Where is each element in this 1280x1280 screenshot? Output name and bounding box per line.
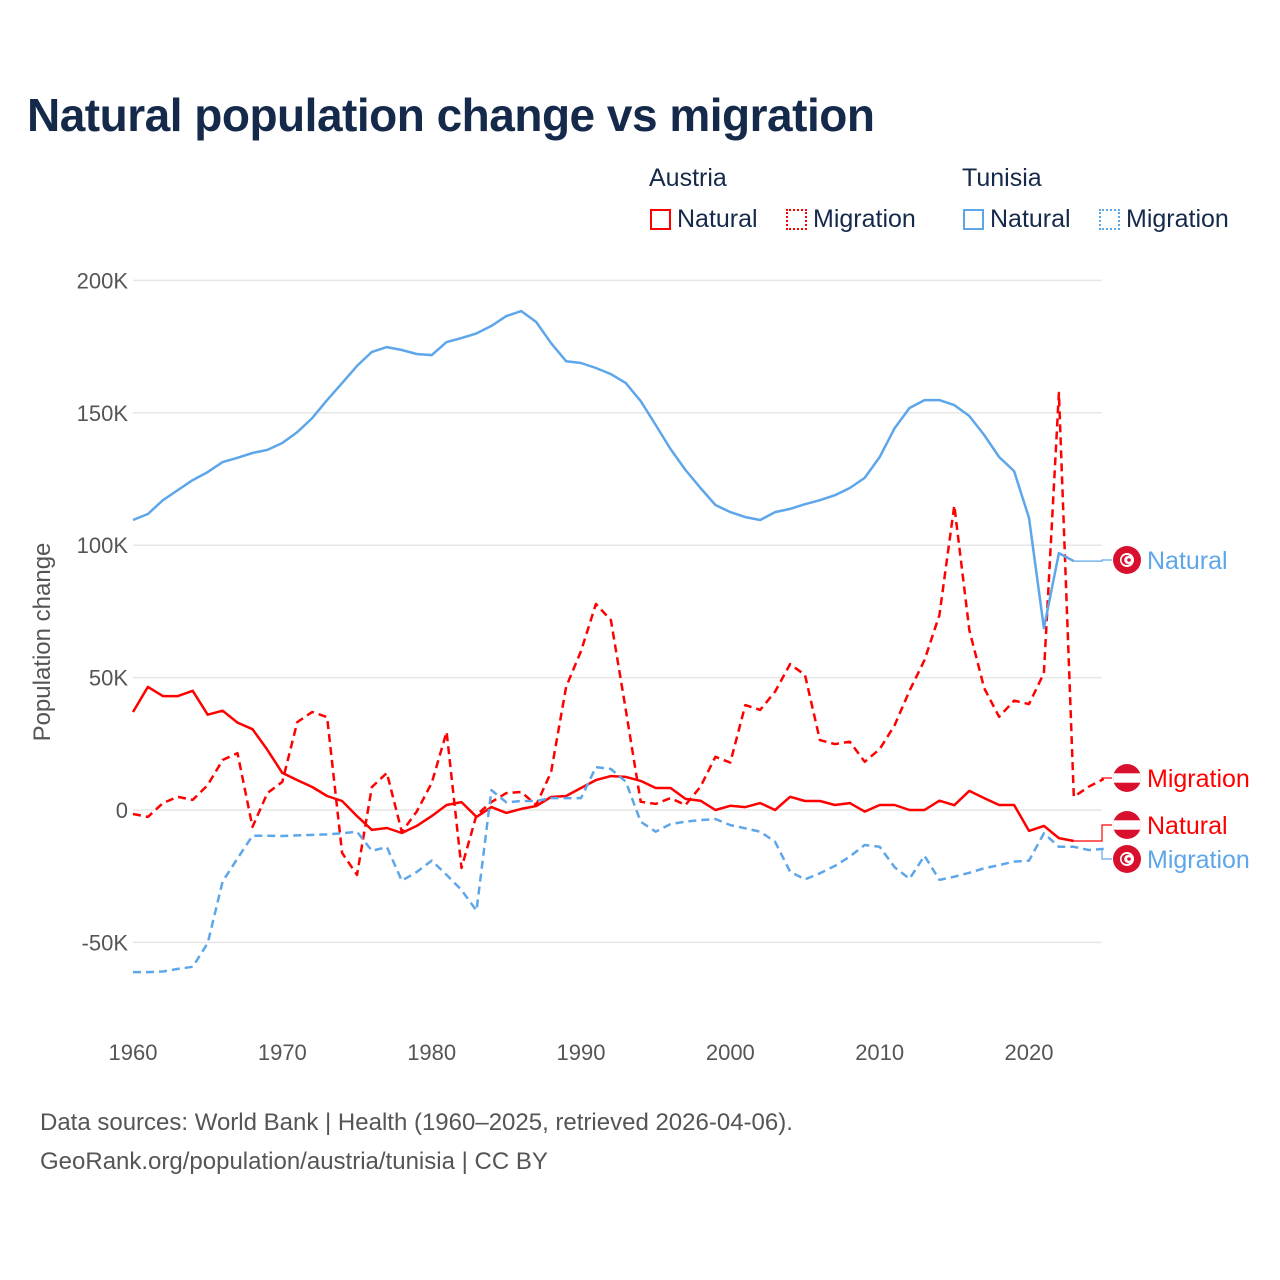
label-connector (1101, 777, 1112, 780)
label-connector (1101, 848, 1112, 860)
y-tick-label: 50K (89, 666, 128, 691)
x-tick-label: 2000 (706, 1040, 755, 1065)
solid-swatch-icon (963, 209, 984, 230)
tunisia-flag-icon (1113, 845, 1141, 873)
y-tick-label: -50K (82, 930, 129, 955)
tunisia-flag-icon (1113, 546, 1141, 574)
legend-label: Migration (1126, 205, 1229, 233)
series-line-tunisia-migration (133, 765, 1104, 974)
x-tick-label: 1990 (557, 1040, 606, 1065)
series-line-tunisia-natural (132, 309, 1075, 630)
legend-austria-natural[interactable]: Natural (650, 205, 758, 234)
solid-swatch-icon (650, 209, 671, 230)
x-tick-label: 2020 (1005, 1040, 1054, 1065)
end-label: Natural (1147, 547, 1228, 575)
legend-tunisia-natural[interactable]: Natural (963, 205, 1071, 234)
legend-group-tunisia: Tunisia (962, 164, 1042, 192)
series-line-austria-natural (131, 685, 1075, 843)
end-label: Migration (1147, 846, 1250, 874)
y-tick-label: 100K (77, 533, 129, 558)
series-line-austria-migration (132, 391, 1105, 877)
legend-group-austria: Austria (649, 164, 727, 192)
x-tick-label: 2010 (855, 1040, 904, 1065)
y-tick-label: 0 (116, 798, 128, 823)
y-tick-label: 150K (77, 401, 129, 426)
y-tick-label: 200K (77, 268, 129, 293)
legend-label: Migration (813, 205, 916, 233)
end-label: Migration (1147, 765, 1250, 793)
legend-austria-migration[interactable]: Migration (786, 205, 916, 234)
label-connector (1073, 824, 1112, 842)
y-axis-label: Population change (29, 543, 56, 742)
legend-label: Natural (677, 205, 758, 233)
austria-flag-icon (1113, 764, 1141, 792)
x-tick-label: 1970 (258, 1040, 307, 1065)
label-connector (1073, 559, 1112, 562)
x-tick-label: 1960 (109, 1040, 158, 1065)
legend-tunisia-migration[interactable]: Migration (1099, 205, 1229, 234)
legend-label: Natural (990, 205, 1071, 233)
chart-title: Natural population change vs migration (27, 89, 875, 141)
footer-sources: Data sources: World Bank | Health (1960–… (40, 1109, 793, 1136)
dotted-swatch-icon (1099, 209, 1120, 230)
end-label: Natural (1147, 812, 1228, 840)
x-tick-label: 1980 (407, 1040, 456, 1065)
dotted-swatch-icon (786, 209, 807, 230)
austria-flag-icon (1113, 811, 1141, 839)
footer-link[interactable]: GeoRank.org/population/austria/tunisia |… (40, 1148, 548, 1175)
